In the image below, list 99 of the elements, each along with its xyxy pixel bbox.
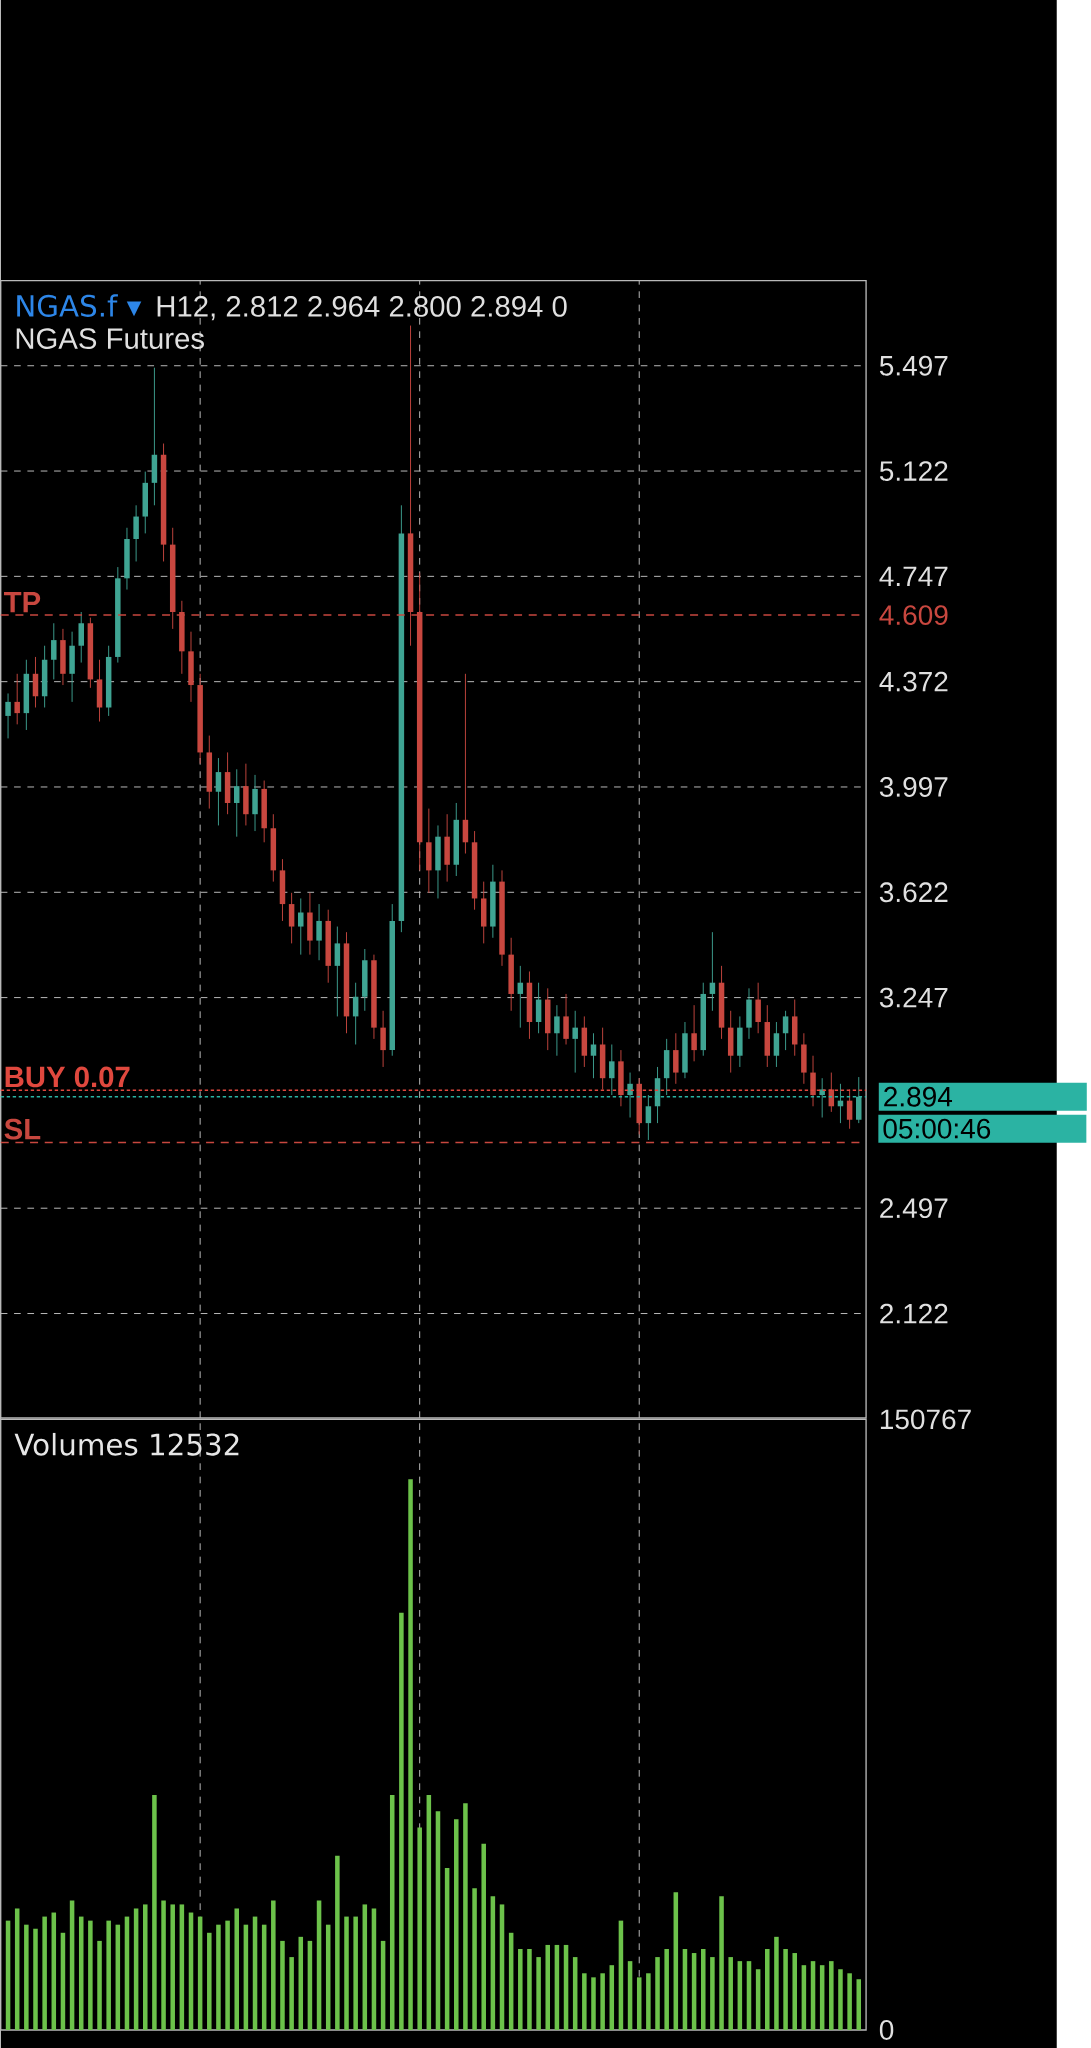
candlestick: [133, 504, 139, 562]
candlestick: [5, 692, 11, 739]
ref-line-label: BUY 0.07: [5, 1066, 130, 1088]
candlestick: [215, 757, 222, 826]
candlestick: [819, 1077, 825, 1118]
text: 05:00:46: [883, 1118, 990, 1139]
bar: [453, 1819, 459, 2030]
candlestick: [846, 1088, 853, 1130]
bar: [645, 1973, 651, 2030]
bar: [161, 1900, 166, 2030]
bar: [389, 1795, 395, 2030]
candlestick: [297, 897, 304, 956]
bar: [664, 1948, 669, 2030]
y-tick-label: 2.122: [880, 1303, 948, 1324]
bar: [216, 1924, 221, 2030]
bar: [170, 1904, 175, 2030]
candlestick: [572, 1010, 578, 1074]
annotation: H12, 2.812 2.964 2.800 2.894 0: [157, 296, 567, 321]
chart-title: NGAS.f ▾: [17, 294, 142, 317]
bar: [417, 1827, 422, 2030]
bar: [88, 1920, 93, 2030]
bar: [838, 1969, 843, 2030]
ref-line-label: TP: [3, 592, 41, 613]
bar: [97, 1940, 102, 2030]
bar: [23, 1924, 29, 2030]
bar: [847, 1973, 852, 2030]
bar: [42, 1916, 47, 2030]
ref-line-label: SL: [4, 1118, 41, 1140]
bar: [33, 1928, 38, 2030]
bar: [783, 1948, 788, 2030]
y-tick-label: 0: [879, 2020, 894, 2040]
candlestick: [691, 1004, 697, 1062]
candlestick: [233, 768, 240, 838]
bar: [591, 1977, 596, 2030]
y-tick-label: 4.372: [879, 671, 948, 692]
bar: [106, 1920, 111, 2030]
y-tick-label: 3.622: [879, 882, 948, 903]
bar: [774, 1936, 779, 2030]
bar: [792, 1953, 797, 2030]
bar: [710, 1957, 715, 2030]
bar: [334, 1855, 340, 2030]
y-tick-label: 3.247: [879, 987, 948, 1008]
y-tick-label: 3.997: [879, 777, 948, 797]
bar: [225, 1920, 230, 2030]
candlestick: [563, 993, 569, 1045]
candlestick: [855, 1076, 862, 1124]
bar: [463, 1803, 468, 2030]
bar: [152, 1795, 157, 2030]
candlestick: [50, 622, 57, 680]
y-tick-label: 2.894: [884, 1086, 952, 1107]
candlestick: [645, 1094, 652, 1141]
y-tick-label: 4.747: [879, 566, 948, 586]
bar: [289, 1957, 294, 2030]
bar: [270, 1900, 276, 2030]
candlestick: [14, 673, 20, 725]
bar: [700, 1948, 706, 2030]
chart-title: Volumes 12532: [14, 1432, 239, 1456]
candlestick: [288, 892, 295, 944]
candlestick: [810, 1055, 816, 1107]
bar: [142, 1904, 148, 2030]
bar: [234, 1908, 239, 2030]
bar: [545, 1944, 550, 2030]
candlestick: [627, 1072, 633, 1118]
candlestick: [316, 903, 322, 961]
y-tick-label: 5.497: [879, 355, 948, 376]
y-tick-label: 2.497: [880, 1198, 948, 1219]
bar: [728, 1957, 733, 2030]
bar: [280, 1940, 285, 2030]
bar: [764, 1948, 770, 2030]
bar: [655, 1957, 660, 2030]
candlestick: [380, 1010, 386, 1068]
bar: [856, 1979, 861, 2030]
candlestick: [782, 1010, 789, 1051]
y-tick-label: 4.609: [879, 605, 948, 626]
bar: [472, 1888, 477, 2030]
bar: [344, 1916, 349, 2030]
candlestick: [755, 982, 761, 1034]
y-tick-label: 5.122: [879, 461, 948, 481]
candlestick: [78, 611, 84, 664]
bar: [600, 1973, 605, 2030]
y-tick-label: 150767: [880, 1409, 971, 1430]
bar: [536, 1957, 541, 2030]
candlestick: [672, 1032, 679, 1085]
bar: [353, 1916, 358, 2030]
bar: [527, 1948, 532, 2030]
bar: [399, 1612, 404, 2030]
candlestick: [554, 1004, 560, 1057]
candlestick: [590, 1032, 597, 1079]
text: NGAS Futures: [16, 328, 204, 349]
candlestick: [773, 1021, 780, 1068]
bar: [408, 1479, 413, 2030]
candlestick: [334, 926, 340, 1017]
candlestick: [608, 1044, 615, 1096]
bar: [206, 1932, 212, 2030]
bar: [719, 1896, 724, 2030]
bar: [828, 1961, 834, 2030]
bar: [581, 1973, 587, 2030]
bar: [517, 1948, 523, 2030]
bar: [481, 1843, 486, 2030]
